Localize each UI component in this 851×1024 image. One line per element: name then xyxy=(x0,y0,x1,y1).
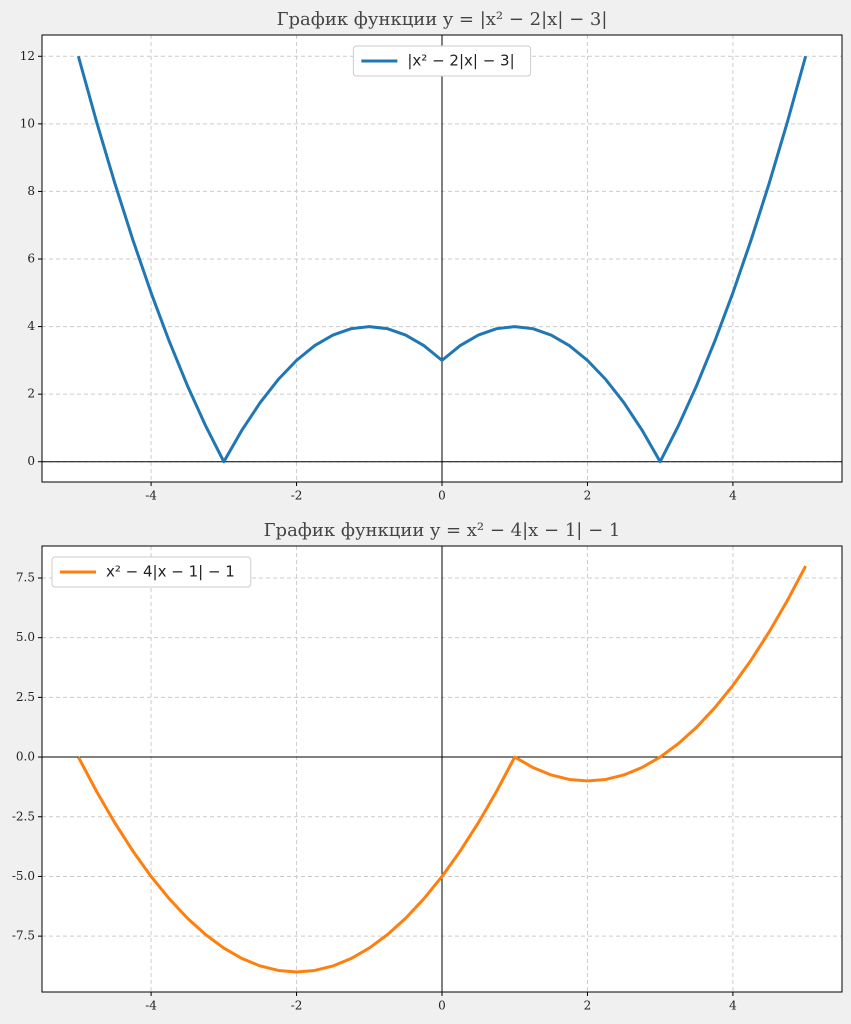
legend-box xyxy=(352,45,532,77)
legend: x² − 4|x − 1| − 1 xyxy=(51,556,252,588)
plot-frame xyxy=(41,34,843,483)
y-tick-label: 0 xyxy=(27,454,35,468)
y-tick-label: 6 xyxy=(27,252,35,266)
x-tick-label: -4 xyxy=(145,489,157,503)
y-tick-label: -2.5 xyxy=(12,809,35,823)
y-tick-label: 7.5 xyxy=(16,570,35,584)
x-tick-label: 2 xyxy=(584,489,592,503)
x-tick-label: -2 xyxy=(291,999,303,1013)
legend-box xyxy=(51,556,252,588)
x-tick-label: 4 xyxy=(729,999,737,1013)
legend: |x² − 2|x| − 3| xyxy=(352,45,532,77)
y-tick-label: -7.5 xyxy=(12,929,35,943)
legend-label: |x² − 2|x| − 3| xyxy=(407,52,514,70)
y-tick-label: 5.0 xyxy=(16,630,35,644)
y-tick-label: 2 xyxy=(27,387,35,401)
line-series xyxy=(77,565,807,974)
legend-label: x² − 4|x − 1| − 1 xyxy=(106,563,235,581)
x-tick-label: 2 xyxy=(584,999,592,1013)
x-tick-label: 0 xyxy=(438,999,446,1013)
plot-frame xyxy=(41,545,843,993)
y-tick-label: 10 xyxy=(20,116,35,130)
y-tick-label: 12 xyxy=(20,49,35,63)
chart-title: График функции y = x² − 4|x − 1| − 1 xyxy=(264,520,621,541)
y-tick-label: 4 xyxy=(27,319,35,333)
x-tick-label: -2 xyxy=(291,489,303,503)
chart-title: График функции y = |x² − 2|x| − 3| xyxy=(277,9,608,30)
x-tick-label: -4 xyxy=(145,999,157,1013)
x-tick-label: 4 xyxy=(729,489,737,503)
line-series xyxy=(76,55,808,464)
y-tick-label: 0.0 xyxy=(16,750,35,764)
y-tick-label: 2.5 xyxy=(16,690,35,704)
y-tick-label: -5.0 xyxy=(12,869,35,883)
x-tick-label: 0 xyxy=(438,489,446,503)
y-tick-label: 8 xyxy=(27,184,35,198)
